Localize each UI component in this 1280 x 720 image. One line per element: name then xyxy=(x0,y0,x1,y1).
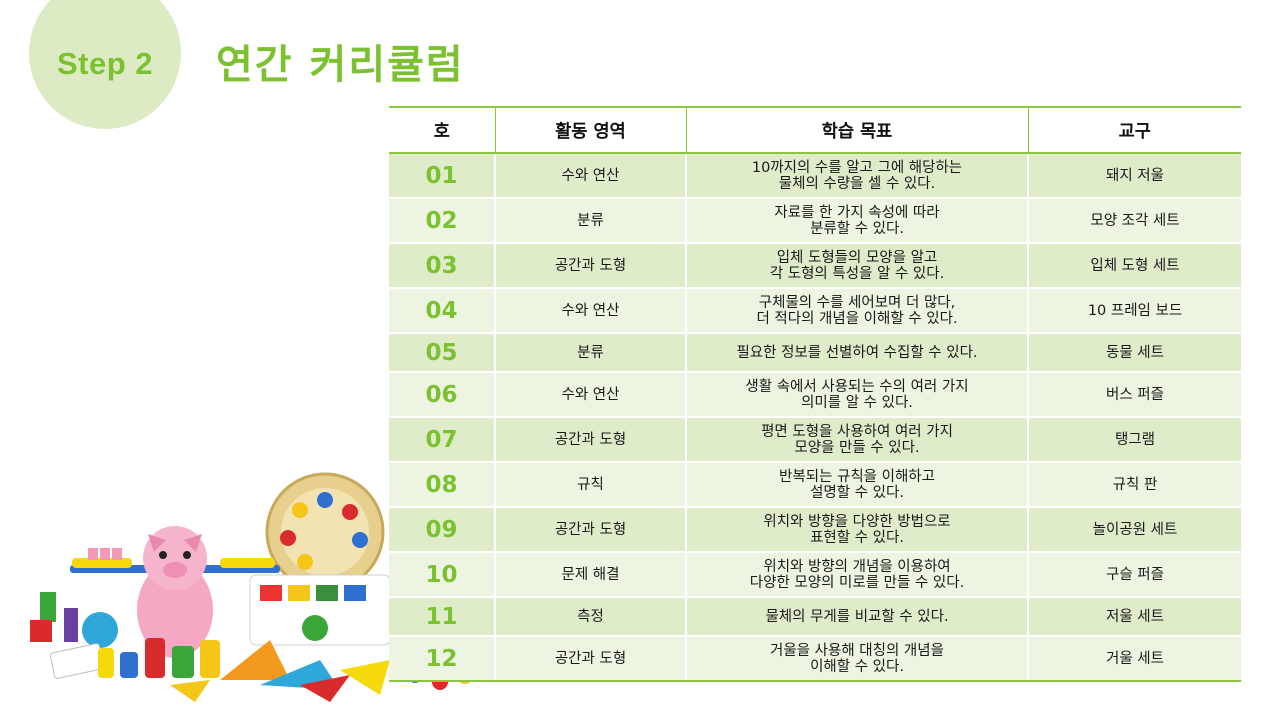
teaching-tool: 동물 세트 xyxy=(1027,333,1241,373)
teaching-tool: 입체 도형 세트 xyxy=(1027,243,1241,289)
teaching-tool: 거울 세트 xyxy=(1027,636,1241,682)
activity-area: 분류 xyxy=(494,198,686,244)
activity-area: 수와 연산 xyxy=(494,372,686,418)
curriculum-table: 호 활동 영역 학습 목표 교구 01 수와 연산 10까지의 수를 알고 그에… xyxy=(389,106,1241,682)
teaching-tool: 규칙 판 xyxy=(1027,462,1241,508)
teaching-tool: 탱그램 xyxy=(1027,417,1241,463)
column-header-tool: 교구 xyxy=(1027,106,1241,154)
teaching-tool: 구슬 퍼즐 xyxy=(1027,552,1241,598)
activity-area: 수와 연산 xyxy=(494,153,686,199)
learning-goal: 입체 도형들의 모양을 알고 각 도형의 특성을 알 수 있다. xyxy=(685,243,1028,289)
table-row: 03 공간과 도형 입체 도형들의 모양을 알고 각 도형의 특성을 알 수 있… xyxy=(389,243,1241,289)
activity-area: 공간과 도형 xyxy=(494,507,686,553)
learning-goal: 거울을 사용해 대칭의 개념을 이해할 수 있다. xyxy=(685,636,1028,682)
activity-area: 공간과 도형 xyxy=(494,417,686,463)
table-header-row: 호 활동 영역 학습 목표 교구 xyxy=(389,106,1241,154)
page-title: 연간 커리큘럼 xyxy=(216,42,465,88)
lesson-number: 12 xyxy=(389,636,495,682)
table-row: 07 공간과 도형 평면 도형을 사용하여 여러 가지 모양을 만들 수 있다.… xyxy=(389,417,1241,463)
lesson-number: 01 xyxy=(389,153,495,199)
activity-area: 문제 해결 xyxy=(494,552,686,598)
lesson-number: 07 xyxy=(389,417,495,463)
column-header-goal: 학습 목표 xyxy=(685,106,1028,154)
step-badge: Step 2 xyxy=(29,0,181,129)
learning-goal: 위치와 방향의 개념을 이용하여 다양한 모양의 미로를 만들 수 있다. xyxy=(685,552,1028,598)
table-row: 11 측정 물체의 무게를 비교할 수 있다. 저울 세트 xyxy=(389,597,1241,637)
learning-goal: 생활 속에서 사용되는 수의 여러 가지 의미를 알 수 있다. xyxy=(685,372,1028,418)
activity-area: 규칙 xyxy=(494,462,686,508)
teaching-tool: 저울 세트 xyxy=(1027,597,1241,637)
learning-goal: 필요한 정보를 선별하여 수집할 수 있다. xyxy=(685,333,1028,373)
lesson-number: 11 xyxy=(389,597,495,637)
activity-area: 공간과 도형 xyxy=(494,243,686,289)
table-row: 05 분류 필요한 정보를 선별하여 수집할 수 있다. 동물 세트 xyxy=(389,333,1241,373)
table-row: 10 문제 해결 위치와 방향의 개념을 이용하여 다양한 모양의 미로를 만들… xyxy=(389,552,1241,598)
teaching-tool: 돼지 저울 xyxy=(1027,153,1241,199)
step-label: Step 2 xyxy=(56,46,154,81)
learning-goal: 위치와 방향을 다양한 방법으로 표현할 수 있다. xyxy=(685,507,1028,553)
column-header-number: 호 xyxy=(389,106,495,154)
lesson-number: 08 xyxy=(389,462,495,508)
table-row: 02 분류 자료를 한 가지 속성에 따라 분류할 수 있다. 모양 조각 세트 xyxy=(389,198,1241,244)
activity-area: 측정 xyxy=(494,597,686,637)
activity-area: 수와 연산 xyxy=(494,288,686,334)
lesson-number: 09 xyxy=(389,507,495,553)
lesson-number: 06 xyxy=(389,372,495,418)
learning-goal: 물체의 무게를 비교할 수 있다. xyxy=(685,597,1028,637)
lesson-number: 10 xyxy=(389,552,495,598)
teaching-tool: 버스 퍼즐 xyxy=(1027,372,1241,418)
lesson-number: 05 xyxy=(389,333,495,373)
table-row: 08 규칙 반복되는 규칙을 이해하고 설명할 수 있다. 규칙 판 xyxy=(389,462,1241,508)
lesson-number: 03 xyxy=(389,243,495,289)
teaching-tool: 놀이공원 세트 xyxy=(1027,507,1241,553)
learning-goal: 구체물의 수를 세어보며 더 많다, 더 적다의 개념을 이해할 수 있다. xyxy=(685,288,1028,334)
table-row: 09 공간과 도형 위치와 방향을 다양한 방법으로 표현할 수 있다. 놀이공… xyxy=(389,507,1241,553)
learning-goal: 반복되는 규칙을 이해하고 설명할 수 있다. xyxy=(685,462,1028,508)
teaching-tool: 모양 조각 세트 xyxy=(1027,198,1241,244)
table-row: 06 수와 연산 생활 속에서 사용되는 수의 여러 가지 의미를 알 수 있다… xyxy=(389,372,1241,418)
learning-goal: 자료를 한 가지 속성에 따라 분류할 수 있다. xyxy=(685,198,1028,244)
teaching-tool: 10 프레임 보드 xyxy=(1027,288,1241,334)
table-row: 04 수와 연산 구체물의 수를 세어보며 더 많다, 더 적다의 개념을 이해… xyxy=(389,288,1241,334)
table-row: 01 수와 연산 10까지의 수를 알고 그에 해당하는 물체의 수량을 셀 수… xyxy=(389,153,1241,199)
column-header-area: 활동 영역 xyxy=(494,106,686,154)
learning-goal: 10까지의 수를 알고 그에 해당하는 물체의 수량을 셀 수 있다. xyxy=(685,153,1028,199)
lesson-number: 02 xyxy=(389,198,495,244)
activity-area: 공간과 도형 xyxy=(494,636,686,682)
learning-goal: 평면 도형을 사용하여 여러 가지 모양을 만들 수 있다. xyxy=(685,417,1028,463)
lesson-number: 04 xyxy=(389,288,495,334)
table-row: 12 공간과 도형 거울을 사용해 대칭의 개념을 이해할 수 있다. 거울 세… xyxy=(389,636,1241,682)
activity-area: 분류 xyxy=(494,333,686,373)
